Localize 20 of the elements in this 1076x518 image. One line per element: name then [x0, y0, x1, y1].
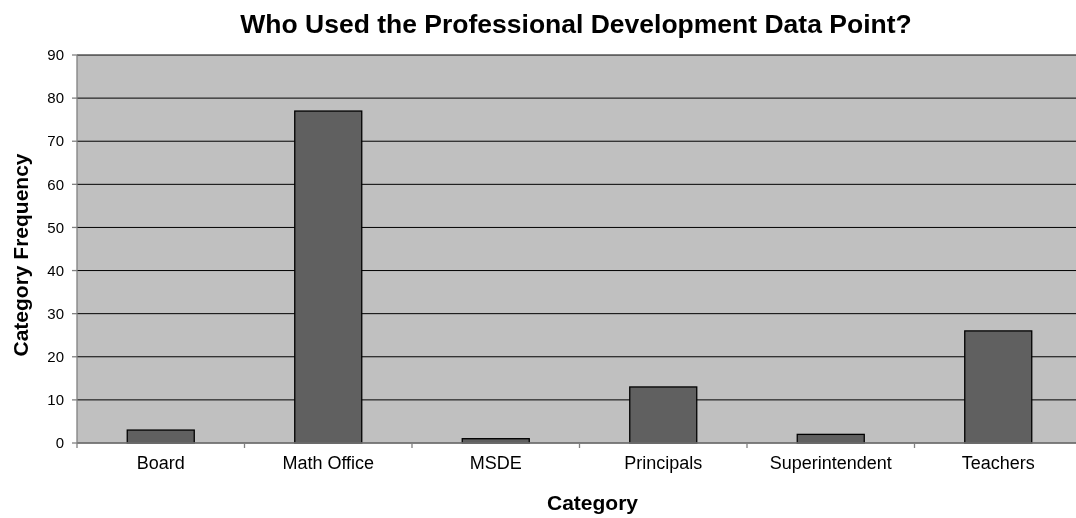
bar	[126, 429, 195, 444]
x-tick-label: Math Office	[282, 453, 375, 473]
y-tick-label: 10	[47, 391, 64, 409]
y-tick-label: 50	[47, 218, 64, 236]
x-tick-label: Teachers	[961, 453, 1035, 473]
y-tick-label: 0	[55, 434, 64, 452]
y-tick-label: 90	[47, 46, 64, 64]
x-tick-label: Board	[136, 453, 185, 473]
y-tick-label: 40	[47, 261, 64, 279]
y-tick-label: 60	[47, 175, 64, 193]
chart-title: Who Used the Professional Development Data Point?	[240, 9, 912, 39]
y-tick-label: 80	[47, 89, 64, 107]
y-tick-label: 20	[47, 348, 64, 366]
x-tick-label: Principals	[624, 453, 703, 473]
y-tick-label: 30	[47, 304, 64, 322]
x-tick-label: MSDE	[469, 453, 522, 473]
y-axis-title: Category Frequency	[9, 153, 32, 357]
x-tick-label: Superintendent	[769, 453, 892, 473]
x-axis-title: Category	[546, 491, 639, 514]
y-tick-label: 70	[47, 132, 64, 150]
